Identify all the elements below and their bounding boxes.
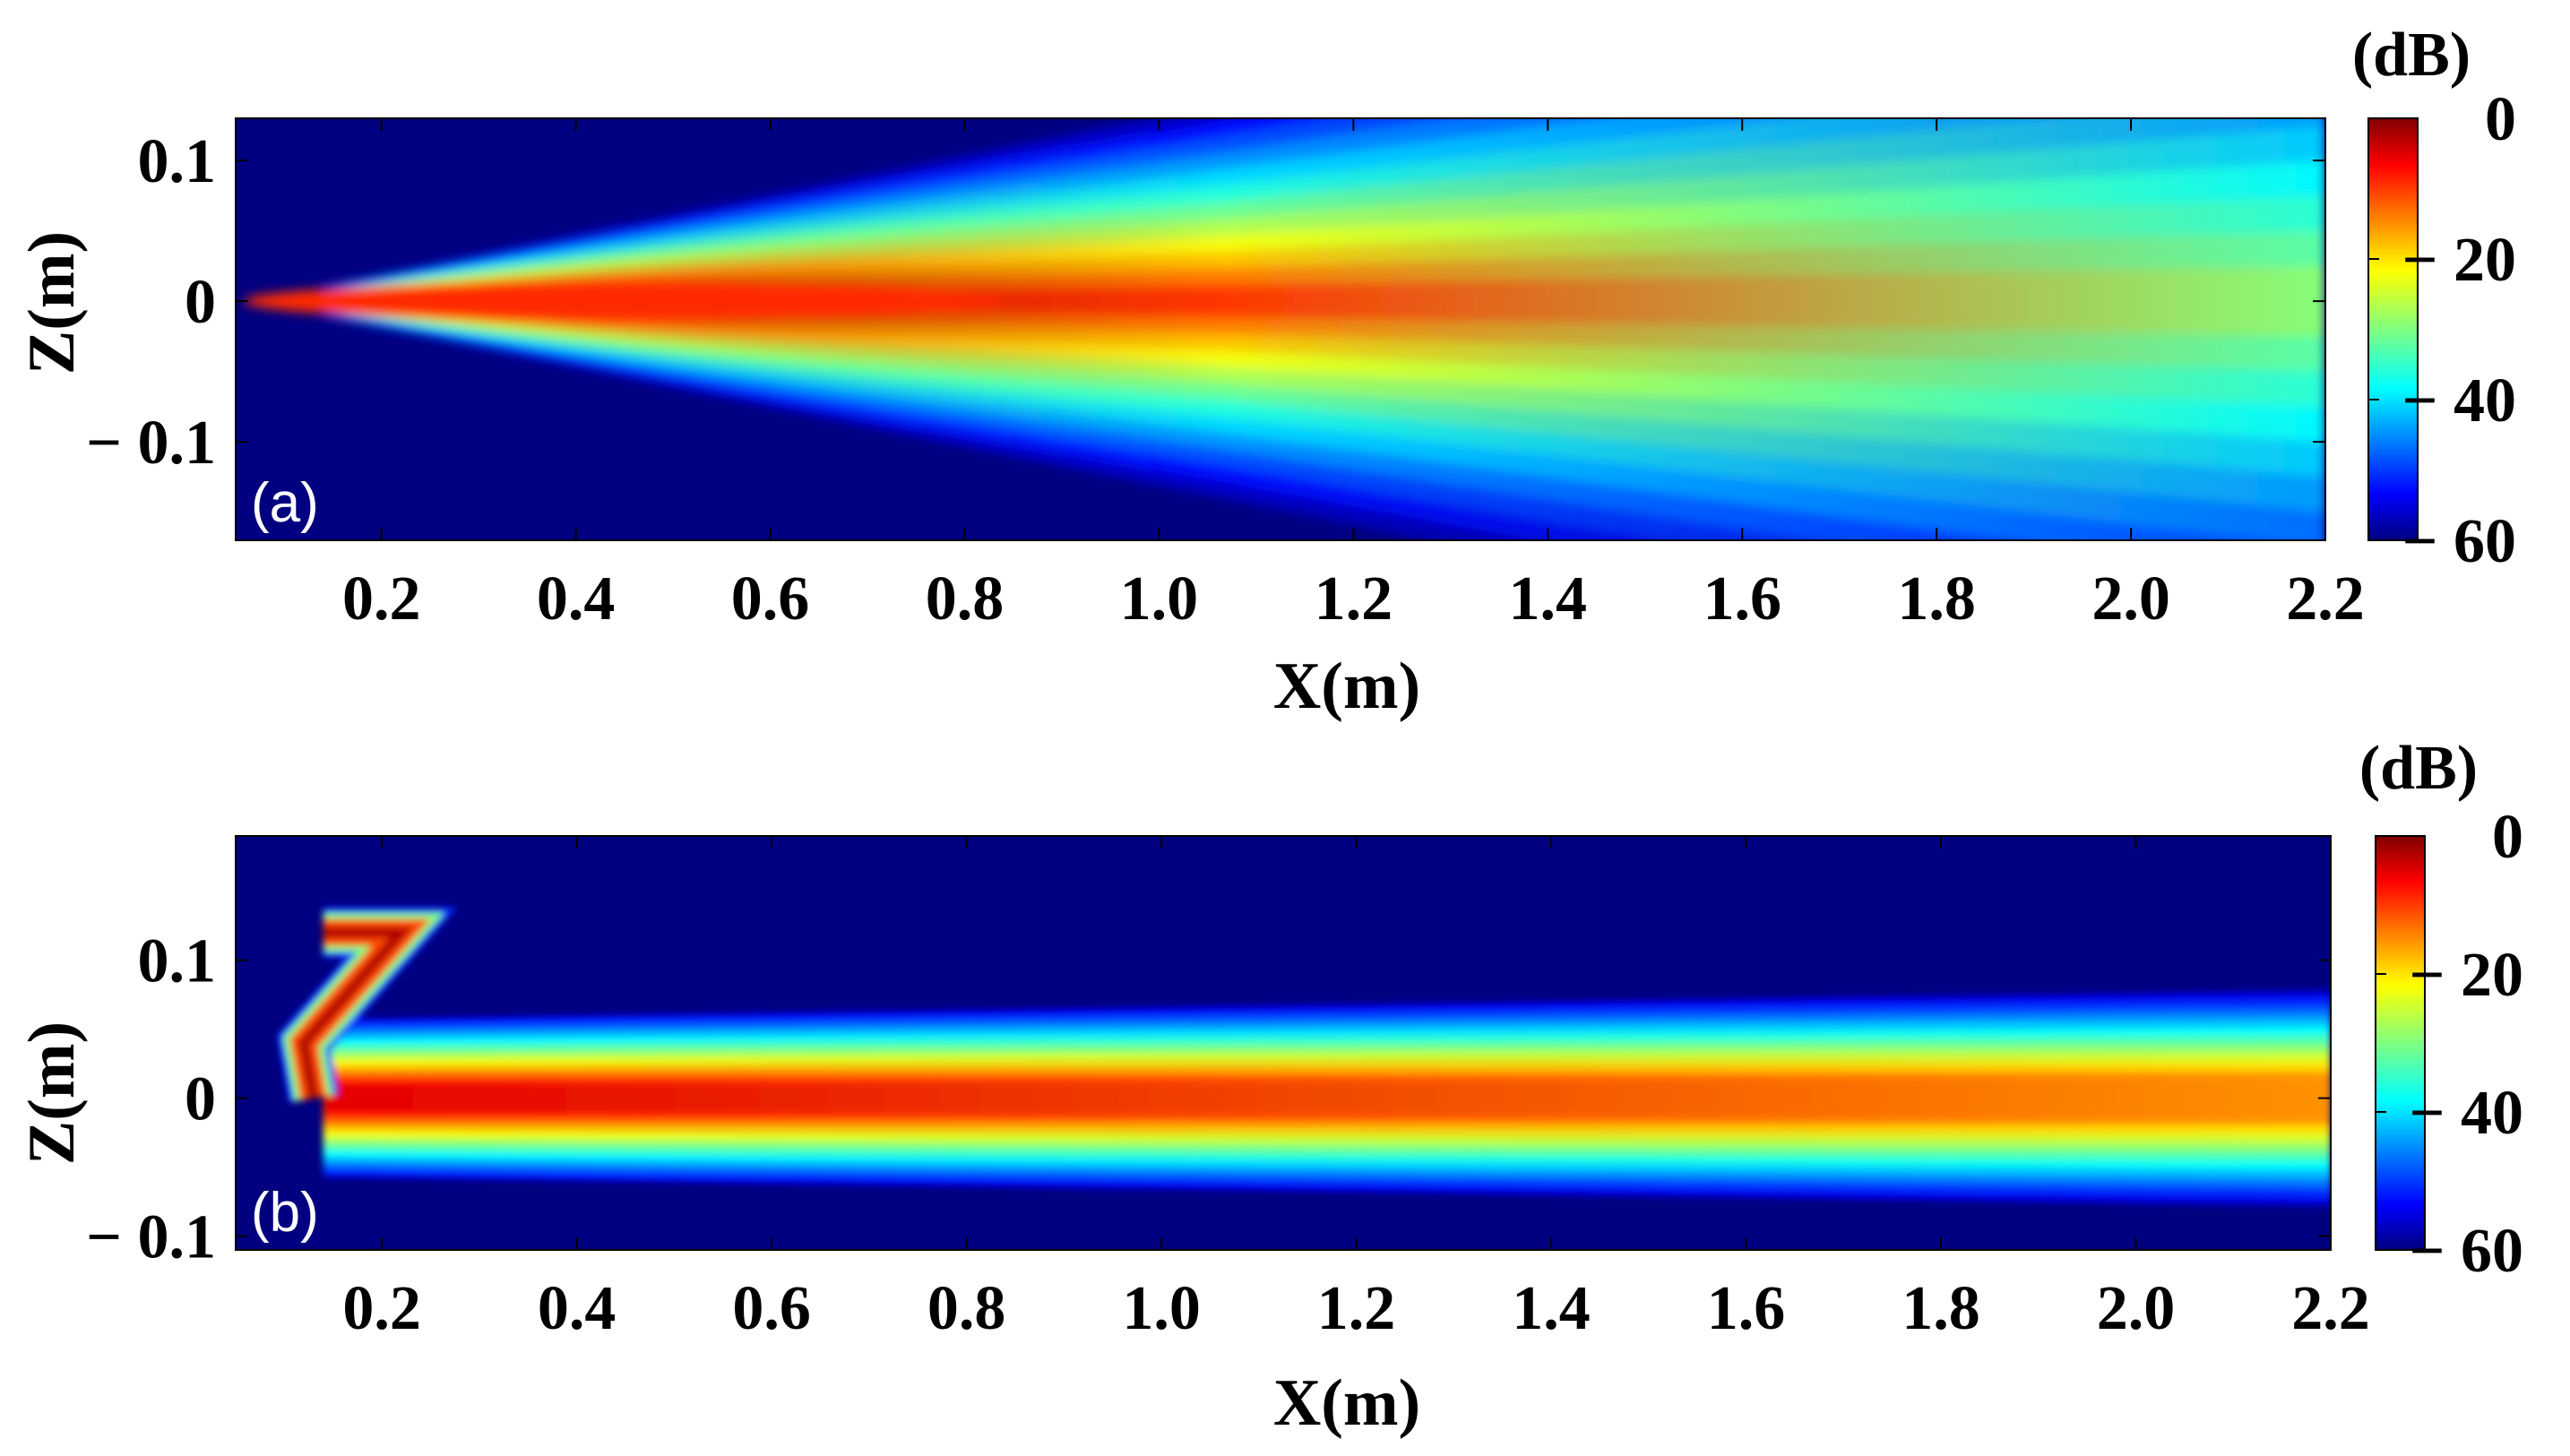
colorbar-tick-label: − 60 [2402,507,2516,576]
colorbar-tick-label: − 40 [2410,1079,2523,1148]
panel-b: 0.2 0.4 0.6 0.8 1.0 1.2 1.4 1.6 1.8 2.0 … [15,734,2523,1440]
colorbar-tick-label: 0 [2485,85,2516,154]
x-tick-labels-a: 0.2 0.4 0.6 0.8 1.0 1.2 1.4 1.6 1.8 2.0 … [342,564,2365,633]
x-tick-label: 1.6 [1707,1274,1786,1343]
y-tick-labels-a: 0.1 0 − 0.1 [86,127,216,478]
heatmap-field-b [277,907,2331,1206]
plot-frame-b [235,835,2332,1251]
x-tick-label: 0.2 [342,1274,421,1343]
y-tick-labels-b: 0.1 0 − 0.1 [86,927,216,1272]
x-tick-label: 0.6 [732,1274,811,1343]
colorbar-gradient-b [2375,835,2426,1251]
tick-marks-b [236,836,2332,1250]
x-tick-label: 2.2 [2286,564,2365,633]
y-axis-label-b: Z(m) [15,1021,89,1165]
x-tick-label: 0.8 [926,564,1005,633]
colorbar-tick-label: − 60 [2410,1217,2523,1286]
x-tick-label: 1.8 [1897,564,1976,633]
colorbar-a: (dB) 0 − 20 − 40 − 60 [2352,21,2516,576]
x-tick-label: 0.2 [342,564,421,633]
y-tick-label: − 0.1 [86,409,216,478]
colorbar-tick-label: − 20 [2410,941,2523,1010]
source-ribbon-core [298,926,414,1099]
heatmap-field-a [243,118,2325,540]
y-tick-label: − 0.1 [86,1203,216,1272]
x-axis-label-a: X(m) [1273,650,1420,723]
colorbar-tick-label: − 20 [2402,226,2516,295]
y-tick-label: 0.1 [138,927,217,996]
x-tick-label: 2.0 [2097,1274,2176,1343]
x-tick-label: 1.6 [1703,564,1781,633]
panel-a: 0.2 0.4 0.6 0.8 1.0 1.2 1.4 1.6 1.8 2.0 … [15,21,2516,723]
panel-label-a: (a) [251,472,319,534]
x-tick-label: 1.4 [1509,564,1588,633]
y-axis-label-a: Z(m) [15,231,89,375]
x-tick-label: 2.2 [2291,1274,2370,1343]
colorbar-b: (dB) 0 − 20 − 40 − 60 [2359,734,2523,1286]
colorbar-unit-b: (dB) [2359,734,2478,803]
x-tick-label: 0.8 [927,1274,1006,1343]
x-tick-label: 1.4 [1512,1274,1591,1343]
x-axis-label-b: X(m) [1273,1366,1420,1440]
x-tick-label: 1.2 [1315,564,1393,633]
x-tick-label: 1.0 [1120,564,1199,633]
colorbar-tick-label: − 40 [2402,366,2516,435]
y-tick-label: 0 [185,268,216,337]
x-tick-label: 0.6 [731,564,810,633]
colorbar-ticks-b [2376,835,2425,1251]
tick-marks-a [236,118,2326,540]
colorbar-ticks-a [2368,117,2418,541]
y-tick-label: 0 [185,1065,216,1134]
x-tick-label: 0.4 [537,564,616,633]
colorbar-gradient-a [2367,117,2419,541]
colorbar-unit-a: (dB) [2352,21,2471,90]
beam-contour [323,1089,2331,1107]
x-tick-labels-b: 0.2 0.4 0.6 0.8 1.0 1.2 1.4 1.6 1.8 2.0 … [342,1274,2369,1343]
plot-frame-a [235,117,2326,541]
y-tick-label: 0.1 [138,127,217,196]
panel-label-b: (b) [251,1182,319,1244]
colorbar-tick-label: 0 [2492,803,2523,872]
x-tick-label: 1.2 [1317,1274,1396,1343]
x-tick-label: 0.4 [538,1274,617,1343]
x-tick-label: 1.0 [1122,1274,1201,1343]
beam-core [243,281,1005,322]
x-tick-label: 2.0 [2091,564,2170,633]
x-tick-label: 1.8 [1902,1274,1980,1343]
beam-contour [323,265,2325,337]
